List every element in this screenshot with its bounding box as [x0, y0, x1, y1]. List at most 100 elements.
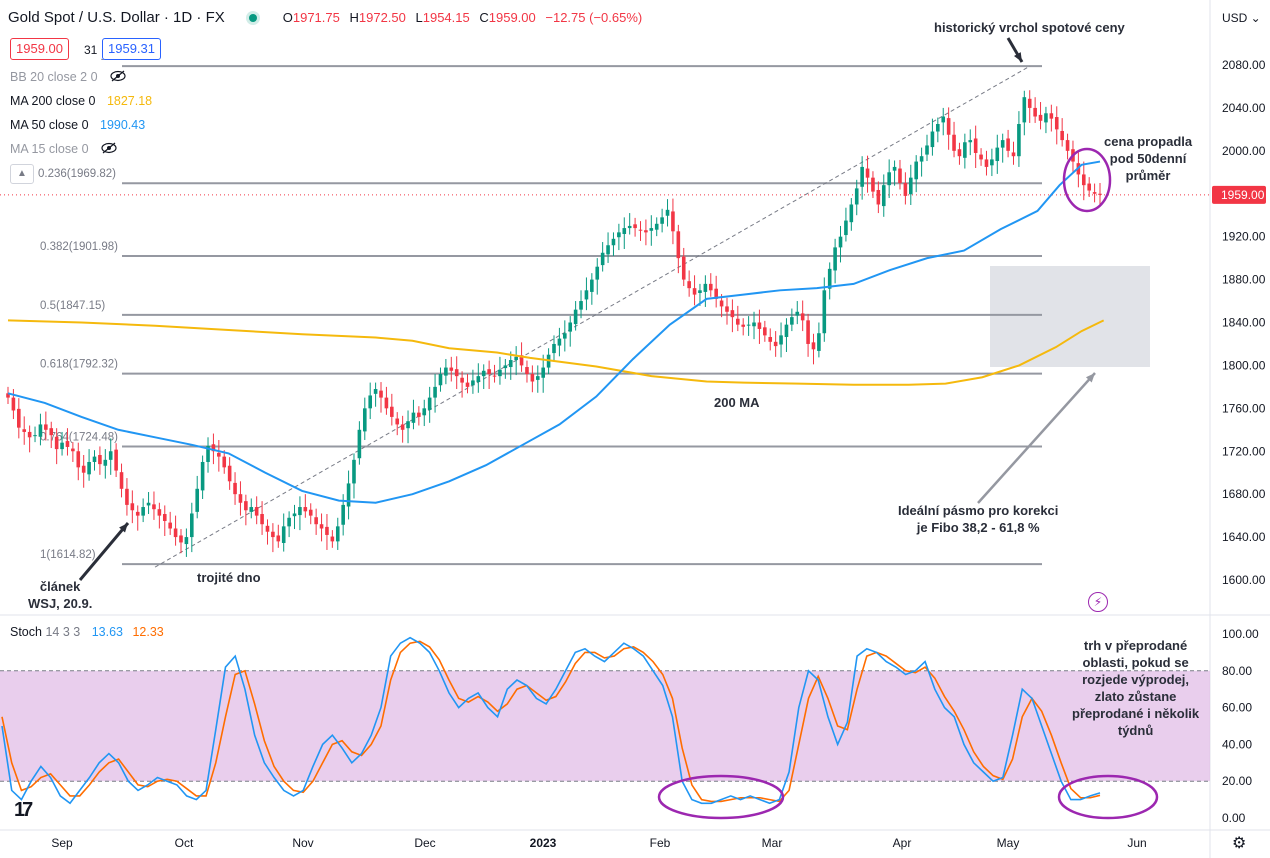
candle-body — [671, 211, 675, 232]
price-tick-label: 1880.00 — [1222, 273, 1266, 287]
annotation-ath: historický vrchol spotové ceny — [934, 20, 1125, 35]
price-tick-label: 1800.00 — [1222, 358, 1266, 372]
indicator-bb[interactable]: BB 20 close 2 0 — [10, 70, 127, 85]
stoch-legend[interactable]: Stoch 14 3 3 13.63 12.33 — [10, 625, 164, 639]
candle-body — [498, 369, 502, 377]
candle-body — [708, 283, 713, 291]
low-value: 1954.15 — [422, 10, 470, 25]
candle-body — [898, 168, 902, 184]
stoch-label: Stoch — [10, 625, 42, 639]
annotation-fibo-zone: Ideální pásmo pro korekci je Fibo 38,2 -… — [898, 502, 1058, 536]
eye-hidden-icon[interactable] — [100, 142, 118, 157]
candle-body — [703, 283, 708, 292]
last-price-tag — [1212, 185, 1266, 204]
candle-body — [557, 338, 562, 346]
indicator-ma50[interactable]: MA 50 close 0 1990.43 — [10, 118, 145, 132]
candle-body — [108, 451, 113, 460]
candle-body — [660, 217, 664, 224]
candle-body — [1033, 107, 1037, 117]
candle-body — [865, 168, 870, 178]
candle-body — [146, 502, 151, 506]
ma200-line — [7, 319, 1105, 386]
candle-body — [773, 341, 778, 347]
fibo-zone-arrow — [977, 372, 1096, 504]
ma50-line — [7, 160, 1101, 504]
candle-body — [1000, 140, 1005, 148]
candle-body — [914, 161, 918, 180]
candle-body — [611, 238, 616, 246]
time-tick-label: 2023 — [530, 836, 557, 850]
sell-button[interactable]: 1959.00 — [10, 38, 69, 60]
candle-body — [303, 507, 308, 512]
price-tick-label: 1840.00 — [1222, 316, 1266, 330]
candle-body — [238, 494, 243, 503]
candle-body — [184, 537, 189, 545]
stoch-k-value: 13.63 — [91, 625, 123, 639]
annotation-line: je Fibo 38,2 - 61,8 % — [916, 520, 1040, 535]
price-tick-label: 1920.00 — [1222, 230, 1266, 244]
trend-line — [154, 65, 1031, 568]
candle-body — [49, 428, 54, 436]
candle-body — [308, 509, 313, 516]
candle-body — [141, 507, 145, 516]
annotation-line: pod 50denní — [1109, 151, 1187, 166]
candle-body — [984, 159, 989, 167]
annotation-line: WSJ, 20.9. — [28, 596, 93, 611]
candle-body — [335, 526, 340, 542]
candle-body — [1049, 113, 1054, 119]
time-tick-label: Nov — [292, 836, 313, 850]
tradingview-logo[interactable]: 17 — [14, 799, 33, 821]
annotation-line: trh v přeprodané — [1083, 638, 1188, 653]
candle-body — [368, 395, 372, 409]
candle-body — [44, 424, 48, 430]
candle-body — [638, 229, 643, 231]
indicator-ma200[interactable]: MA 200 close 0 1827.18 — [10, 94, 152, 108]
candle-body — [125, 488, 129, 505]
candle-body — [168, 522, 172, 529]
candle-body — [795, 311, 800, 316]
stoch-tick-label: 0.00 — [1222, 811, 1246, 825]
candle-body — [465, 382, 470, 387]
time-tick-label: Mar — [762, 836, 783, 850]
symbol-title[interactable]: Gold Spot / U.S. Dollar · 1D · FX — [8, 9, 225, 26]
indicator-label: BB 20 close 2 0 — [10, 70, 98, 84]
candle-body — [963, 142, 967, 158]
candle-body — [233, 482, 237, 495]
gear-icon[interactable]: ⚙ — [1232, 835, 1247, 852]
indicator-ma15[interactable]: MA 15 close 0 — [10, 142, 118, 157]
candle-body — [76, 451, 81, 468]
buy-button[interactable]: 1959.31 — [102, 38, 161, 60]
candle-body — [1081, 174, 1086, 186]
candle-body — [990, 159, 994, 166]
candle-body — [298, 507, 302, 516]
candle-body — [568, 322, 573, 332]
annotation-line: článek — [39, 579, 81, 594]
candle-body — [319, 524, 324, 529]
candle-body — [768, 336, 773, 342]
candle-body — [417, 412, 421, 417]
lightning-icon[interactable]: ⚡ — [1088, 592, 1108, 612]
currency-selector[interactable]: USD ⌄ — [1222, 11, 1261, 25]
candle-body — [606, 245, 610, 255]
candle-body — [941, 116, 946, 123]
candle-body — [487, 369, 491, 374]
close-label: C — [479, 10, 489, 25]
candle-body — [379, 390, 383, 398]
candle-body — [1092, 192, 1097, 194]
eye-hidden-icon[interactable] — [109, 70, 127, 85]
candle-body — [81, 465, 86, 473]
close-value: 1959.00 — [488, 10, 536, 25]
time-tick-label: Dec — [414, 836, 435, 850]
candle-body — [287, 517, 291, 527]
candle-body — [930, 131, 935, 148]
collapse-indicators-button[interactable]: ▲ — [10, 164, 34, 184]
candle-body — [390, 406, 394, 417]
time-tick-label: May — [997, 836, 1020, 850]
candle-body — [17, 408, 21, 428]
candle-body — [681, 256, 686, 280]
candle-body — [779, 335, 783, 345]
stoch-tick-label: 60.00 — [1222, 701, 1252, 715]
price-tick-label: 1600.00 — [1222, 573, 1266, 587]
candle-body — [563, 333, 567, 339]
